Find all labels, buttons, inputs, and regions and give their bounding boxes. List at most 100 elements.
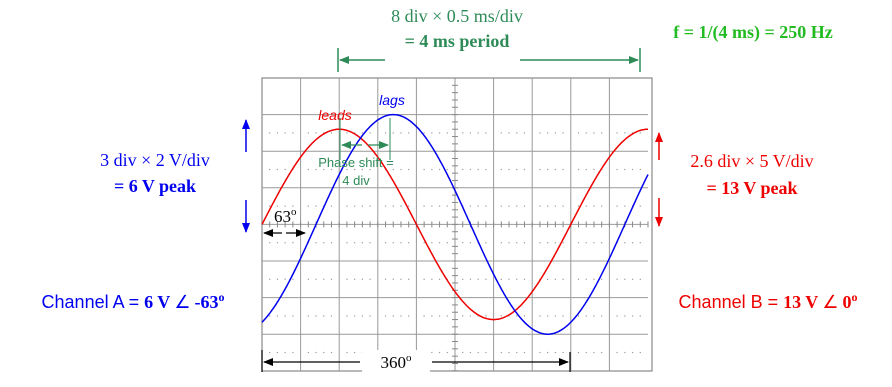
grid-dot bbox=[485, 242, 487, 244]
grid-dot bbox=[585, 132, 587, 134]
grid-dot bbox=[354, 278, 356, 280]
grid-dot bbox=[330, 168, 333, 171]
grid-dot bbox=[469, 278, 472, 280]
grid-dot bbox=[438, 315, 441, 317]
grid-dot bbox=[431, 132, 433, 134]
grid-dot bbox=[438, 168, 441, 171]
grid-dot bbox=[292, 315, 294, 317]
grid-dot bbox=[639, 242, 641, 244]
grid-dot bbox=[547, 315, 549, 317]
grid-dot bbox=[400, 132, 402, 134]
grid-dot bbox=[469, 132, 472, 134]
channel-a-phasor-mag: 6 V bbox=[144, 292, 170, 312]
grid-dot bbox=[307, 132, 309, 134]
grid-dot bbox=[292, 351, 294, 354]
grid-dot bbox=[601, 315, 603, 317]
grid-dot bbox=[577, 315, 580, 317]
grid-dot bbox=[539, 242, 541, 244]
grid-dot bbox=[585, 315, 587, 317]
channel-a-scale-line1: 3 div × 2 V/div bbox=[100, 150, 210, 170]
grid-dot bbox=[400, 242, 402, 244]
grid-dot bbox=[616, 278, 618, 280]
grid-dot bbox=[392, 132, 394, 134]
grid-dot bbox=[577, 351, 580, 354]
grid-dot bbox=[477, 168, 479, 171]
grid-dot bbox=[323, 278, 325, 280]
grid-dot bbox=[269, 168, 271, 171]
grid-dot bbox=[307, 278, 309, 280]
grid-dot bbox=[284, 278, 286, 280]
grid-dot bbox=[346, 242, 348, 244]
grid-dot bbox=[323, 315, 325, 317]
grid-dot bbox=[624, 205, 626, 207]
grid-dot bbox=[400, 315, 402, 317]
grid-dot bbox=[361, 205, 363, 207]
grid-dot bbox=[562, 278, 564, 280]
grid-dot bbox=[462, 132, 464, 134]
grid-dot bbox=[631, 168, 634, 171]
grid-dot bbox=[423, 132, 425, 134]
grid-dot bbox=[601, 205, 603, 207]
grid-dot bbox=[408, 132, 410, 134]
grid-dot bbox=[462, 351, 464, 354]
grid-dot bbox=[500, 315, 502, 317]
grid-dot bbox=[423, 242, 425, 244]
period-line2: = 4 ms period bbox=[405, 31, 510, 51]
grid-dot bbox=[562, 315, 564, 317]
channel-b-scale-line2: = 13 V peak bbox=[706, 178, 797, 198]
grid-dot bbox=[562, 205, 564, 207]
grid-dot bbox=[639, 168, 641, 171]
grid-dot bbox=[477, 278, 479, 280]
grid-dot bbox=[585, 168, 587, 171]
grid-dot bbox=[307, 168, 309, 171]
grid-dot bbox=[547, 168, 549, 171]
grid-dot bbox=[508, 351, 510, 354]
grid-dot bbox=[554, 242, 556, 244]
grid-dot bbox=[562, 351, 564, 354]
grid-dot bbox=[516, 351, 518, 354]
grid-dot bbox=[477, 132, 479, 134]
channel-a-phasor: Channel A = 6 V ∠ -63o bbox=[42, 290, 225, 312]
grid-dot bbox=[500, 132, 502, 134]
grid-dot bbox=[369, 242, 371, 244]
grid-dot bbox=[593, 315, 595, 317]
grid-dot bbox=[523, 242, 526, 244]
grid-dot bbox=[323, 132, 325, 134]
grid-dot bbox=[292, 132, 294, 134]
grid-dot bbox=[508, 168, 510, 171]
grid-dot bbox=[408, 315, 410, 317]
grid-dot bbox=[323, 351, 325, 354]
grid-dot bbox=[323, 242, 325, 244]
grid-dot bbox=[284, 168, 286, 171]
grid-dot bbox=[585, 278, 587, 280]
grid-dot bbox=[307, 351, 309, 354]
grid-dot bbox=[400, 205, 402, 207]
grid-dot bbox=[438, 242, 441, 244]
grid-dot bbox=[354, 205, 356, 207]
grid-dot bbox=[593, 278, 595, 280]
grid-dot bbox=[485, 315, 487, 317]
grid-dot bbox=[315, 315, 317, 317]
grid-dot bbox=[346, 168, 348, 171]
grid-dot bbox=[392, 242, 394, 244]
period-annotation: 8 div × 0.5 ms/div = 4 ms period bbox=[337, 6, 641, 72]
grid-dot bbox=[624, 351, 626, 354]
grid-dot bbox=[616, 315, 618, 317]
grid-dot bbox=[631, 132, 634, 134]
grid-dot bbox=[516, 315, 518, 317]
grid-dot bbox=[585, 242, 587, 244]
grid-dot bbox=[469, 315, 472, 317]
grid-dot bbox=[361, 168, 363, 171]
grid-dot bbox=[361, 278, 363, 280]
grid-dot bbox=[516, 278, 518, 280]
grid-dot bbox=[446, 242, 448, 244]
grid-dot bbox=[601, 351, 603, 354]
grid-dot bbox=[284, 351, 286, 354]
grid-dot bbox=[423, 278, 425, 280]
grid-dot bbox=[346, 132, 348, 134]
lags-label: lags bbox=[379, 92, 405, 108]
angle-63-marker: 63o bbox=[263, 206, 306, 237]
grid-dot bbox=[269, 278, 271, 280]
grid-dot bbox=[284, 315, 286, 317]
grid-dot bbox=[292, 242, 294, 244]
